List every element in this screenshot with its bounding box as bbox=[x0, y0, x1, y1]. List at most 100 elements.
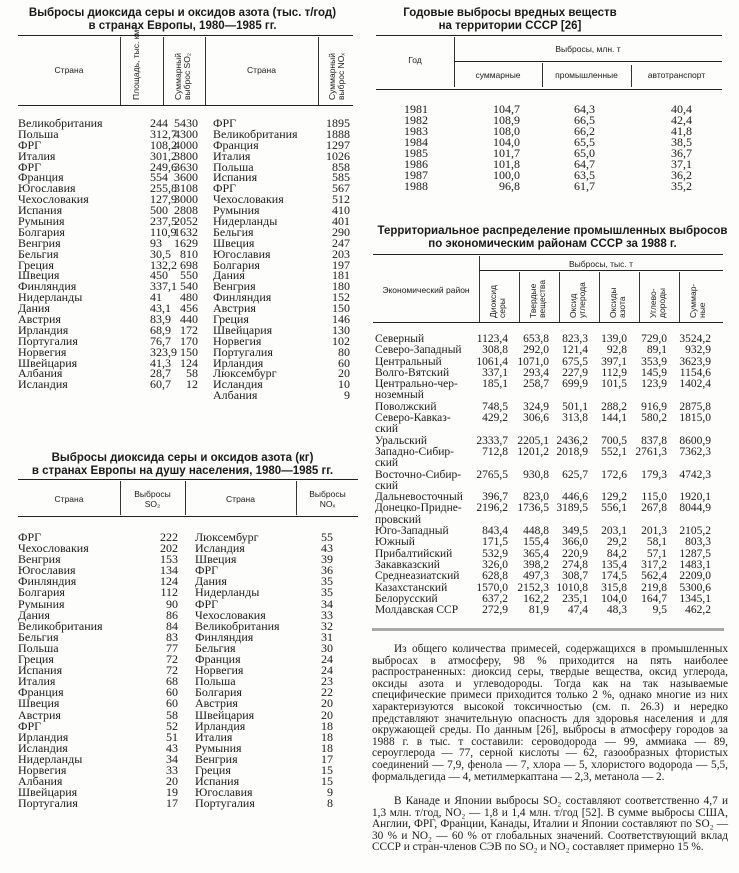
value-cell: 2436,2 bbox=[556, 434, 588, 447]
value-cell: 1061,4 bbox=[476, 355, 508, 368]
country-cell: Люксембург bbox=[195, 530, 259, 544]
value-cell: 29,2 bbox=[606, 536, 627, 549]
nox-cell: 23 bbox=[321, 674, 333, 689]
value-cell: 353,9 bbox=[641, 355, 667, 368]
nox-cell: 24 bbox=[321, 663, 333, 678]
header-country: Страна bbox=[54, 65, 84, 75]
value-cell: 3623,9 bbox=[679, 355, 711, 368]
country-cell: Болгария bbox=[195, 685, 242, 700]
divider bbox=[205, 37, 206, 105]
value-cell: 1402,4 bbox=[679, 378, 711, 391]
table-row: Юго-Западный 843,4 448,8 349,5 203,1 201,3 210… bbox=[375, 525, 715, 538]
header-nox: Выбросы NOₓ bbox=[309, 489, 346, 509]
table1-right-rows: ФРГ 1895 Великобритания 1888 Франция 1297 Итал… bbox=[213, 116, 350, 402]
value-cell: 101,5 bbox=[601, 378, 627, 391]
table-row: Швеция 247 bbox=[213, 236, 350, 250]
total-cell: 104,7 bbox=[493, 102, 520, 116]
industrial-cell: 64,7 bbox=[574, 157, 595, 171]
nox-cell: 31 bbox=[321, 629, 333, 644]
header-industrial: промышленные bbox=[555, 70, 618, 80]
table-row: Поволжский 748,5 324,9 501,1 288,2 916,9 2875,… bbox=[375, 401, 715, 413]
value-cell: 203,1 bbox=[601, 525, 627, 538]
value-cell: 115,0 bbox=[641, 491, 667, 504]
country-cell: ФРГ bbox=[18, 530, 42, 544]
table-row: Албания 28,7 58 bbox=[18, 366, 198, 380]
nox-cell: 181 bbox=[332, 268, 350, 283]
country-cell: Исландия bbox=[213, 377, 263, 392]
table1-left-rows: Великобритания 244 5430 Польша 312,7 4300 ФРГ 1… bbox=[18, 116, 198, 391]
country-cell: Нидерланды bbox=[18, 751, 83, 766]
nox-cell: 17 bbox=[321, 751, 333, 766]
year-cell: 1984 bbox=[404, 135, 428, 149]
divider bbox=[479, 270, 723, 271]
header-country: Страна bbox=[54, 494, 84, 504]
divider bbox=[373, 254, 723, 255]
value-cell: 2196,2 bbox=[476, 502, 508, 515]
table-row: Болгария 110,9 1632 bbox=[18, 225, 198, 239]
so2-cell: 153 bbox=[160, 552, 178, 567]
table-row: Румыния 237,5 2052 bbox=[18, 214, 198, 228]
table-row: Венгрия 153 Швеция 39 bbox=[18, 552, 333, 566]
region-cell: Центральный bbox=[375, 355, 442, 368]
transport-cell: 37,1 bbox=[671, 157, 692, 171]
region-cell: Северо-Западный bbox=[375, 344, 462, 357]
value-cell: 84,2 bbox=[606, 547, 627, 560]
value-cell: 823,3 bbox=[562, 333, 588, 345]
value-cell: 837,8 bbox=[641, 434, 667, 447]
value-cell: 1287,5 bbox=[679, 547, 711, 560]
so2-cell: 2052 bbox=[174, 214, 198, 229]
so2-cell: 2808 bbox=[174, 203, 198, 218]
country-cell: Югославия bbox=[18, 181, 76, 196]
region-cell: Юго-Западный bbox=[375, 525, 449, 538]
table-row: Норвегия 323,9 150 bbox=[18, 345, 198, 359]
so2-cell: 72 bbox=[166, 652, 178, 667]
header-area: Площадь, тыс. км² bbox=[131, 26, 141, 100]
country-cell: Греция bbox=[18, 652, 54, 667]
total-cell: 104,0 bbox=[493, 135, 520, 149]
so2-cell: 51 bbox=[166, 729, 178, 744]
area-cell: 30,5 bbox=[150, 246, 171, 261]
industrial-cell: 65,5 bbox=[574, 135, 595, 149]
country-cell: Венгрия bbox=[195, 751, 238, 766]
table-row: Румыния 90 ФРГ 34 bbox=[18, 597, 333, 611]
table-row: Ирландия 60 bbox=[213, 356, 350, 370]
region-cell: ский bbox=[375, 423, 398, 436]
value-cell: 562,4 bbox=[641, 570, 667, 583]
industrial-cell: 64,3 bbox=[574, 102, 595, 116]
value-cell: 315,8 bbox=[601, 581, 627, 594]
area-cell: 83,9 bbox=[150, 312, 171, 327]
value-cell: 700,5 bbox=[601, 434, 627, 447]
divider bbox=[163, 37, 164, 105]
nox-cell: 33 bbox=[321, 607, 333, 622]
country-cell: Испания bbox=[18, 203, 63, 218]
value-cell: 201,3 bbox=[641, 525, 667, 538]
table2-rows: ФРГ 222 Люксембург 55 Чехословакия 202 Исланди… bbox=[18, 530, 333, 810]
header-so2: Суммарный выброс SO₂ bbox=[173, 52, 192, 100]
so2-cell: 43 bbox=[166, 740, 178, 755]
table-row: Испания 500 2808 bbox=[18, 203, 198, 217]
table-row: Белорусский 637,2 162,2 235,1 104,0 164,7 1345… bbox=[375, 593, 715, 605]
value-cell: 398,2 bbox=[523, 558, 549, 571]
country-cell: Бельгия bbox=[18, 246, 59, 261]
region-cell: Западно-Сибир- bbox=[375, 445, 454, 458]
value-cell: 349,5 bbox=[562, 525, 588, 538]
area-cell: 323,9 bbox=[150, 344, 177, 359]
table-row: Финляндия 337,1 540 bbox=[18, 279, 198, 293]
value-cell: 313,8 bbox=[562, 412, 588, 425]
table-row: Дания 86 Чехословакия 33 bbox=[18, 608, 333, 622]
value-cell: 2209,0 bbox=[679, 570, 711, 583]
table-row: 1984 104,0 65,5 38,5 bbox=[404, 135, 694, 149]
country-cell: Исландия bbox=[18, 377, 68, 392]
area-cell: 28,7 bbox=[150, 366, 171, 381]
country-cell: ФРГ bbox=[213, 181, 237, 196]
divider bbox=[185, 481, 186, 515]
value-cell: 2333,7 bbox=[476, 434, 508, 447]
so2-cell: 33 bbox=[166, 762, 178, 777]
value-cell: 2018,9 bbox=[556, 445, 588, 458]
so2-cell: 698 bbox=[180, 257, 198, 272]
header-group: Выбросы, тыс. т bbox=[568, 259, 634, 269]
country-cell: Норвегия bbox=[195, 663, 244, 678]
country-cell: Болгария bbox=[213, 257, 260, 272]
so2-cell: 52 bbox=[166, 718, 178, 733]
